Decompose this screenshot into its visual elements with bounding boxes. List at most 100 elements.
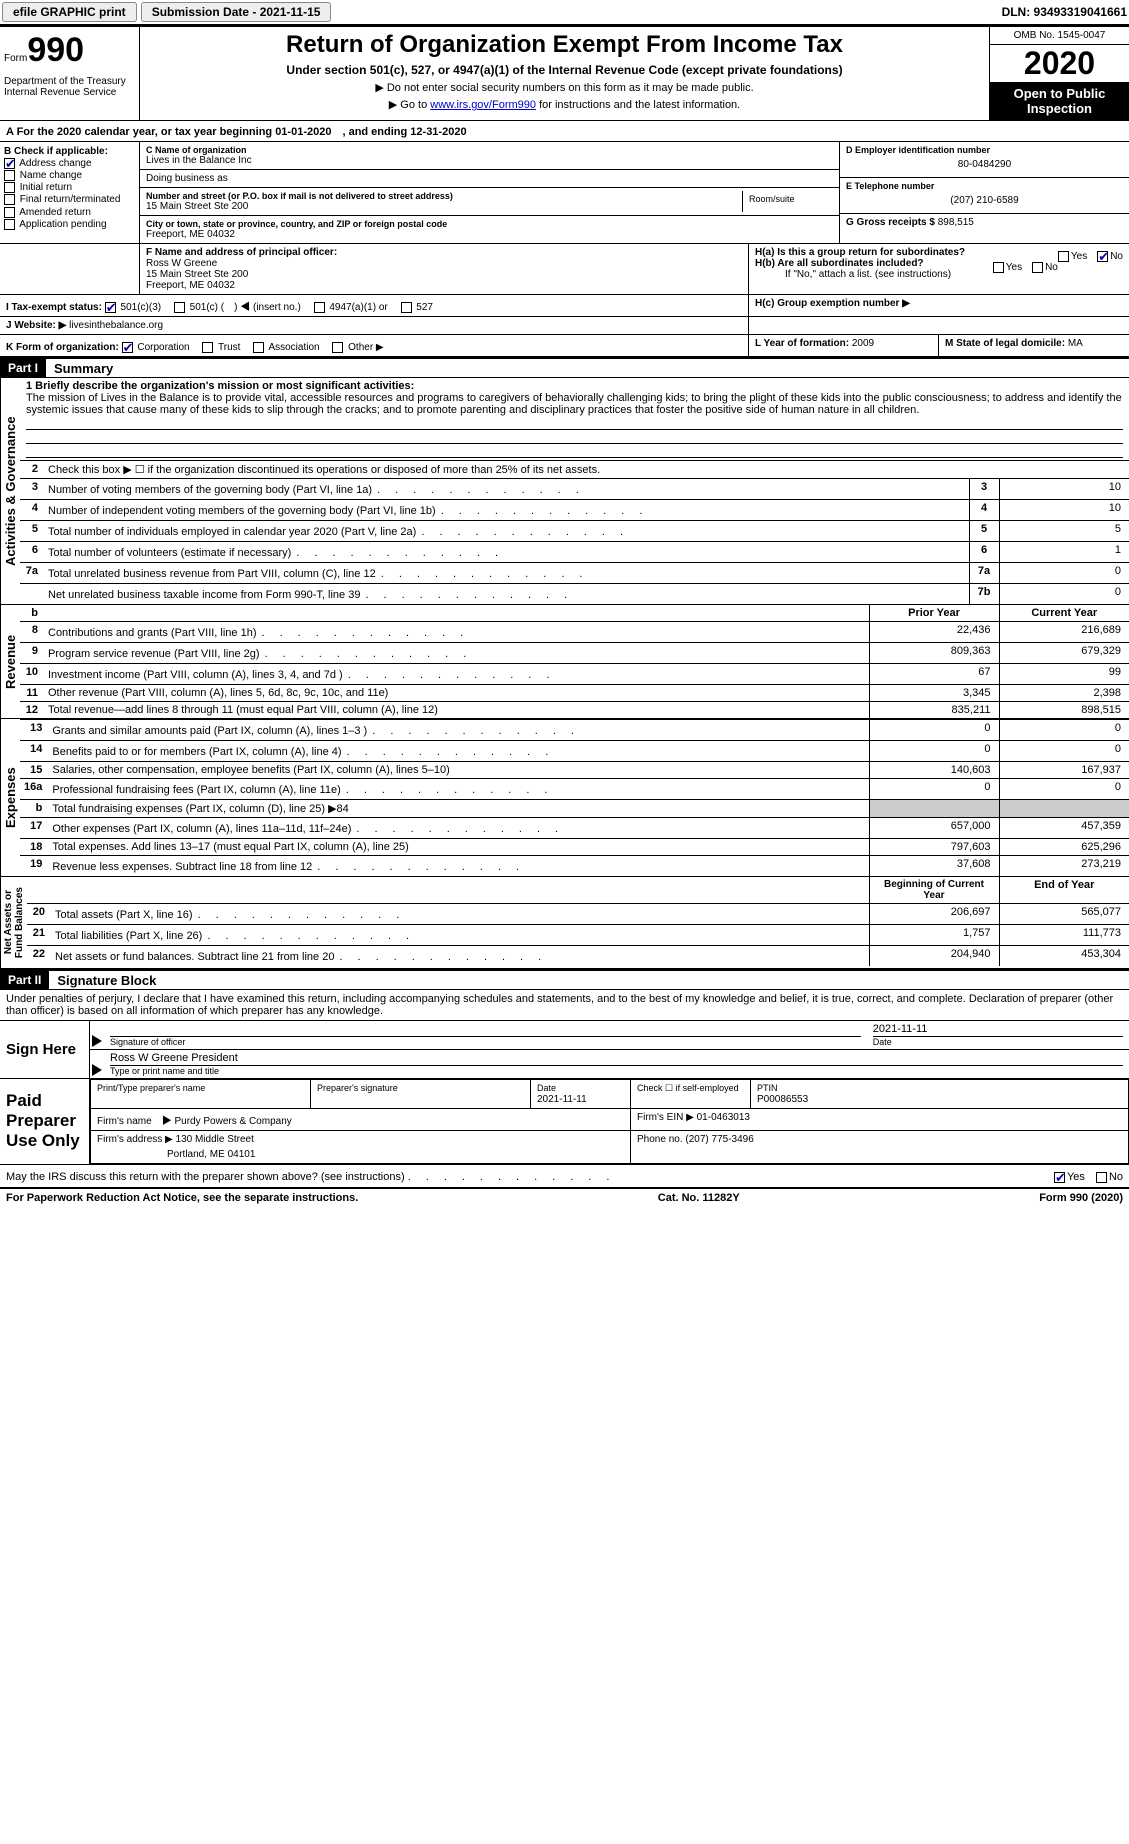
check-amended[interactable]: [4, 207, 15, 218]
firm-addr-label: Firm's address ▶: [97, 1134, 173, 1145]
chk-corp[interactable]: [122, 342, 133, 353]
footer-left: For Paperwork Reduction Act Notice, see …: [6, 1192, 358, 1204]
section-expenses: Expenses 13Grants and similar amounts pa…: [0, 719, 1129, 877]
hb-yes[interactable]: [993, 262, 1004, 273]
rev-row: 8Contributions and grants (Part VIII, li…: [20, 622, 1129, 643]
gov-row: 5Total number of individuals employed in…: [20, 521, 1129, 542]
check-app-pending[interactable]: [4, 219, 15, 230]
chk-4947[interactable]: [314, 302, 325, 313]
formation-row: K Form of organization: Corporation Trus…: [0, 335, 1129, 358]
line2: Check this box ▶ ☐ if the organization d…: [44, 461, 1129, 479]
discuss-no[interactable]: [1096, 1172, 1107, 1183]
check-final-return[interactable]: [4, 194, 15, 205]
entity-info-grid: B Check if applicable: Address change Na…: [0, 142, 1129, 244]
chk-527[interactable]: [401, 302, 412, 313]
paid-preparer-section: Paid Preparer Use Only Print/Type prepar…: [0, 1079, 1129, 1165]
exp-row: 19Revenue less expenses. Subtract line 1…: [20, 856, 1129, 877]
section-c: C Name of organization Lives in the Bala…: [140, 142, 839, 243]
prep-name-label: Print/Type preparer's name: [97, 1083, 205, 1093]
website-label: J Website: ▶: [6, 320, 66, 331]
tax-status-label: I Tax-exempt status:: [6, 302, 102, 313]
part-2-title: Signature Block: [49, 973, 156, 988]
prep-ptin: P00086553: [757, 1094, 808, 1105]
chk-assoc[interactable]: [253, 342, 264, 353]
h-a-label: H(a) Is this a group return for subordin…: [755, 247, 965, 258]
gov-row: 3Number of voting members of the governi…: [20, 479, 1129, 500]
right-column: D Employer identification number 80-0484…: [839, 142, 1129, 243]
form-header: Form 990 Department of the Treasury Inte…: [0, 24, 1129, 121]
gov-row: 7aTotal unrelated business revenue from …: [20, 563, 1129, 584]
footer-mid: Cat. No. 11282Y: [658, 1192, 740, 1204]
efile-print-button[interactable]: efile GRAPHIC print: [2, 2, 137, 22]
gross-receipts-value: 898,515: [938, 217, 974, 228]
sidebar-revenue: Revenue: [0, 605, 20, 718]
net-row: 21Total liabilities (Part X, line 26)1,7…: [27, 925, 1129, 946]
form-number: 990: [27, 31, 84, 70]
check-address-change[interactable]: [4, 158, 15, 169]
col-begin-year: Beginning of Current Year: [869, 877, 999, 904]
sign-here-section: Sign Here Signature of officer 2021-11-1…: [0, 1021, 1129, 1079]
part-2-header: Part II Signature Block: [0, 970, 1129, 990]
sig-officer-label: Signature of officer: [110, 1036, 861, 1047]
street-label: Number and street (or P.O. box if mail i…: [146, 191, 742, 201]
paid-preparer-label: Paid Preparer Use Only: [0, 1079, 90, 1164]
sig-name-label: Type or print name and title: [110, 1065, 1123, 1076]
city-label: City or town, state or province, country…: [146, 219, 833, 229]
net-row: 22Net assets or fund balances. Subtract …: [27, 946, 1129, 967]
h-b-label: H(b) Are all subordinates included?: [755, 258, 924, 269]
check-name-change[interactable]: [4, 170, 15, 181]
firm-addr2: Portland, ME 04101: [167, 1149, 255, 1160]
chk-501c[interactable]: [174, 302, 185, 313]
check-initial-return[interactable]: [4, 182, 15, 193]
h-c-label: H(c) Group exemption number ▶: [755, 298, 910, 309]
ha-no[interactable]: [1097, 251, 1108, 262]
firm-addr1: 130 Middle Street: [176, 1134, 254, 1145]
expenses-table: 13Grants and similar amounts paid (Part …: [20, 719, 1129, 876]
website-row: J Website: ▶ livesinthebalance.org: [0, 317, 1129, 335]
year-form-value: 2009: [852, 338, 874, 349]
rev-row: 10Investment income (Part VIII, column (…: [20, 664, 1129, 685]
chk-other[interactable]: [332, 342, 343, 353]
tel-label: E Telephone number: [846, 181, 1123, 191]
officer-group-row: F Name and address of principal officer:…: [0, 244, 1129, 295]
hb-no[interactable]: [1032, 262, 1043, 273]
exp-row: 15Salaries, other compensation, employee…: [20, 762, 1129, 779]
tax-year-range: A For the 2020 calendar year, or tax yea…: [0, 121, 1129, 142]
submission-date-button[interactable]: Submission Date - 2021-11-15: [141, 2, 332, 22]
firm-phone: (207) 775-3496: [685, 1134, 753, 1145]
dln-label: DLN: 93493319041661: [1002, 5, 1127, 19]
firm-name: Purdy Powers & Company: [174, 1116, 291, 1127]
declaration-text: Under penalties of perjury, I declare th…: [0, 990, 1129, 1021]
col-prior-year: Prior Year: [869, 605, 999, 622]
chk-trust[interactable]: [202, 342, 213, 353]
suite-label: Room/suite: [743, 191, 833, 212]
year-form-label: L Year of formation:: [755, 338, 849, 349]
part-1-title: Summary: [46, 361, 113, 376]
discuss-yes[interactable]: [1054, 1172, 1065, 1183]
public-inspection-badge: Open to Public Inspection: [990, 82, 1129, 120]
website-value: livesinthebalance.org: [69, 320, 163, 331]
rev-row: 12Total revenue—add lines 8 through 11 (…: [20, 702, 1129, 719]
part-1-header: Part I Summary: [0, 358, 1129, 378]
firm-phone-label: Phone no.: [637, 1134, 683, 1145]
discuss-text: May the IRS discuss this return with the…: [6, 1171, 405, 1183]
chk-501c3[interactable]: [105, 302, 116, 313]
instructions-link[interactable]: www.irs.gov/Form990: [430, 99, 536, 111]
ha-yes[interactable]: [1058, 251, 1069, 262]
governance-table: 2Check this box ▶ ☐ if the organization …: [20, 460, 1129, 604]
prep-self-label: Check ☐ if self-employed: [637, 1083, 739, 1093]
form-note-2: ▶ Go to www.irs.gov/Form990 for instruct…: [148, 98, 981, 111]
firm-name-label: Firm's name ▶: [97, 1116, 172, 1127]
form-title: Return of Organization Exempt From Incom…: [148, 31, 981, 59]
officer-addr2: Freeport, ME 04032: [146, 280, 235, 291]
omb-number: OMB No. 1545-0047: [990, 27, 1129, 45]
sidebar-netassets: Net Assets or Fund Balances: [0, 877, 27, 968]
part-1-badge: Part I: [0, 359, 46, 377]
arrow-icon: [92, 1035, 102, 1047]
form-subtitle: Under section 501(c), 527, or 4947(a)(1)…: [148, 63, 981, 77]
tax-status-row: I Tax-exempt status: 501(c)(3) 501(c) ( …: [0, 295, 1129, 317]
prep-sig-label: Preparer's signature: [317, 1083, 398, 1093]
tel-value: (207) 210-6589: [846, 191, 1123, 210]
sig-name: Ross W Greene President: [110, 1052, 1123, 1064]
top-toolbar: efile GRAPHIC print Submission Date - 20…: [0, 0, 1129, 24]
